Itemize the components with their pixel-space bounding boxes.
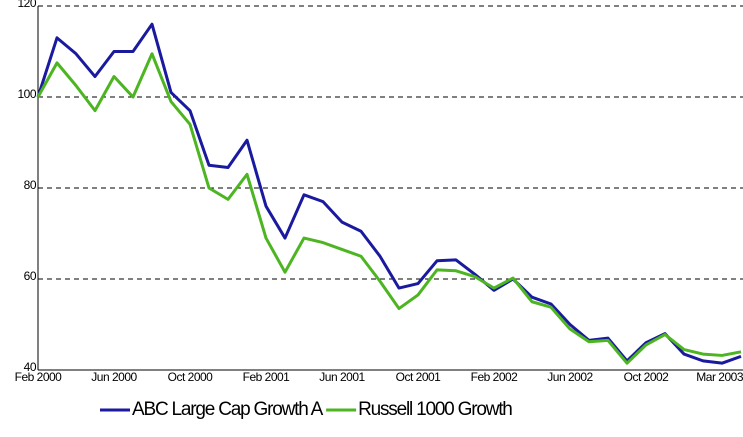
legend-label: ABC Large Cap Growth A [132, 399, 324, 420]
x-tick-label: Jun 2001 [319, 370, 365, 384]
y-tick-label: 40 [24, 360, 37, 374]
x-tick-label: Jun 2000 [91, 370, 137, 384]
x-tick-label: Feb 2001 [243, 370, 291, 384]
y-tick-label: 120 [17, 0, 36, 10]
x-tick-label: Oct 2000 [168, 370, 214, 384]
line-series [36, 52, 742, 365]
y-tick-label: 60 [24, 269, 37, 283]
legend-label: Russell 1000 Growth [358, 399, 512, 420]
x-tick-label: Oct 2001 [396, 370, 442, 384]
x-tick-label: Jun 2002 [547, 370, 593, 384]
x-tick-label: Feb 2002 [471, 370, 519, 384]
x-tick-label: Feb 2000 [15, 370, 63, 384]
x-tick-label: Oct 2002 [624, 370, 670, 384]
y-tick-label: 80 [24, 178, 37, 192]
x-tick-label: Mar 2003 [696, 370, 743, 384]
y-tick-label: 100 [17, 87, 36, 101]
